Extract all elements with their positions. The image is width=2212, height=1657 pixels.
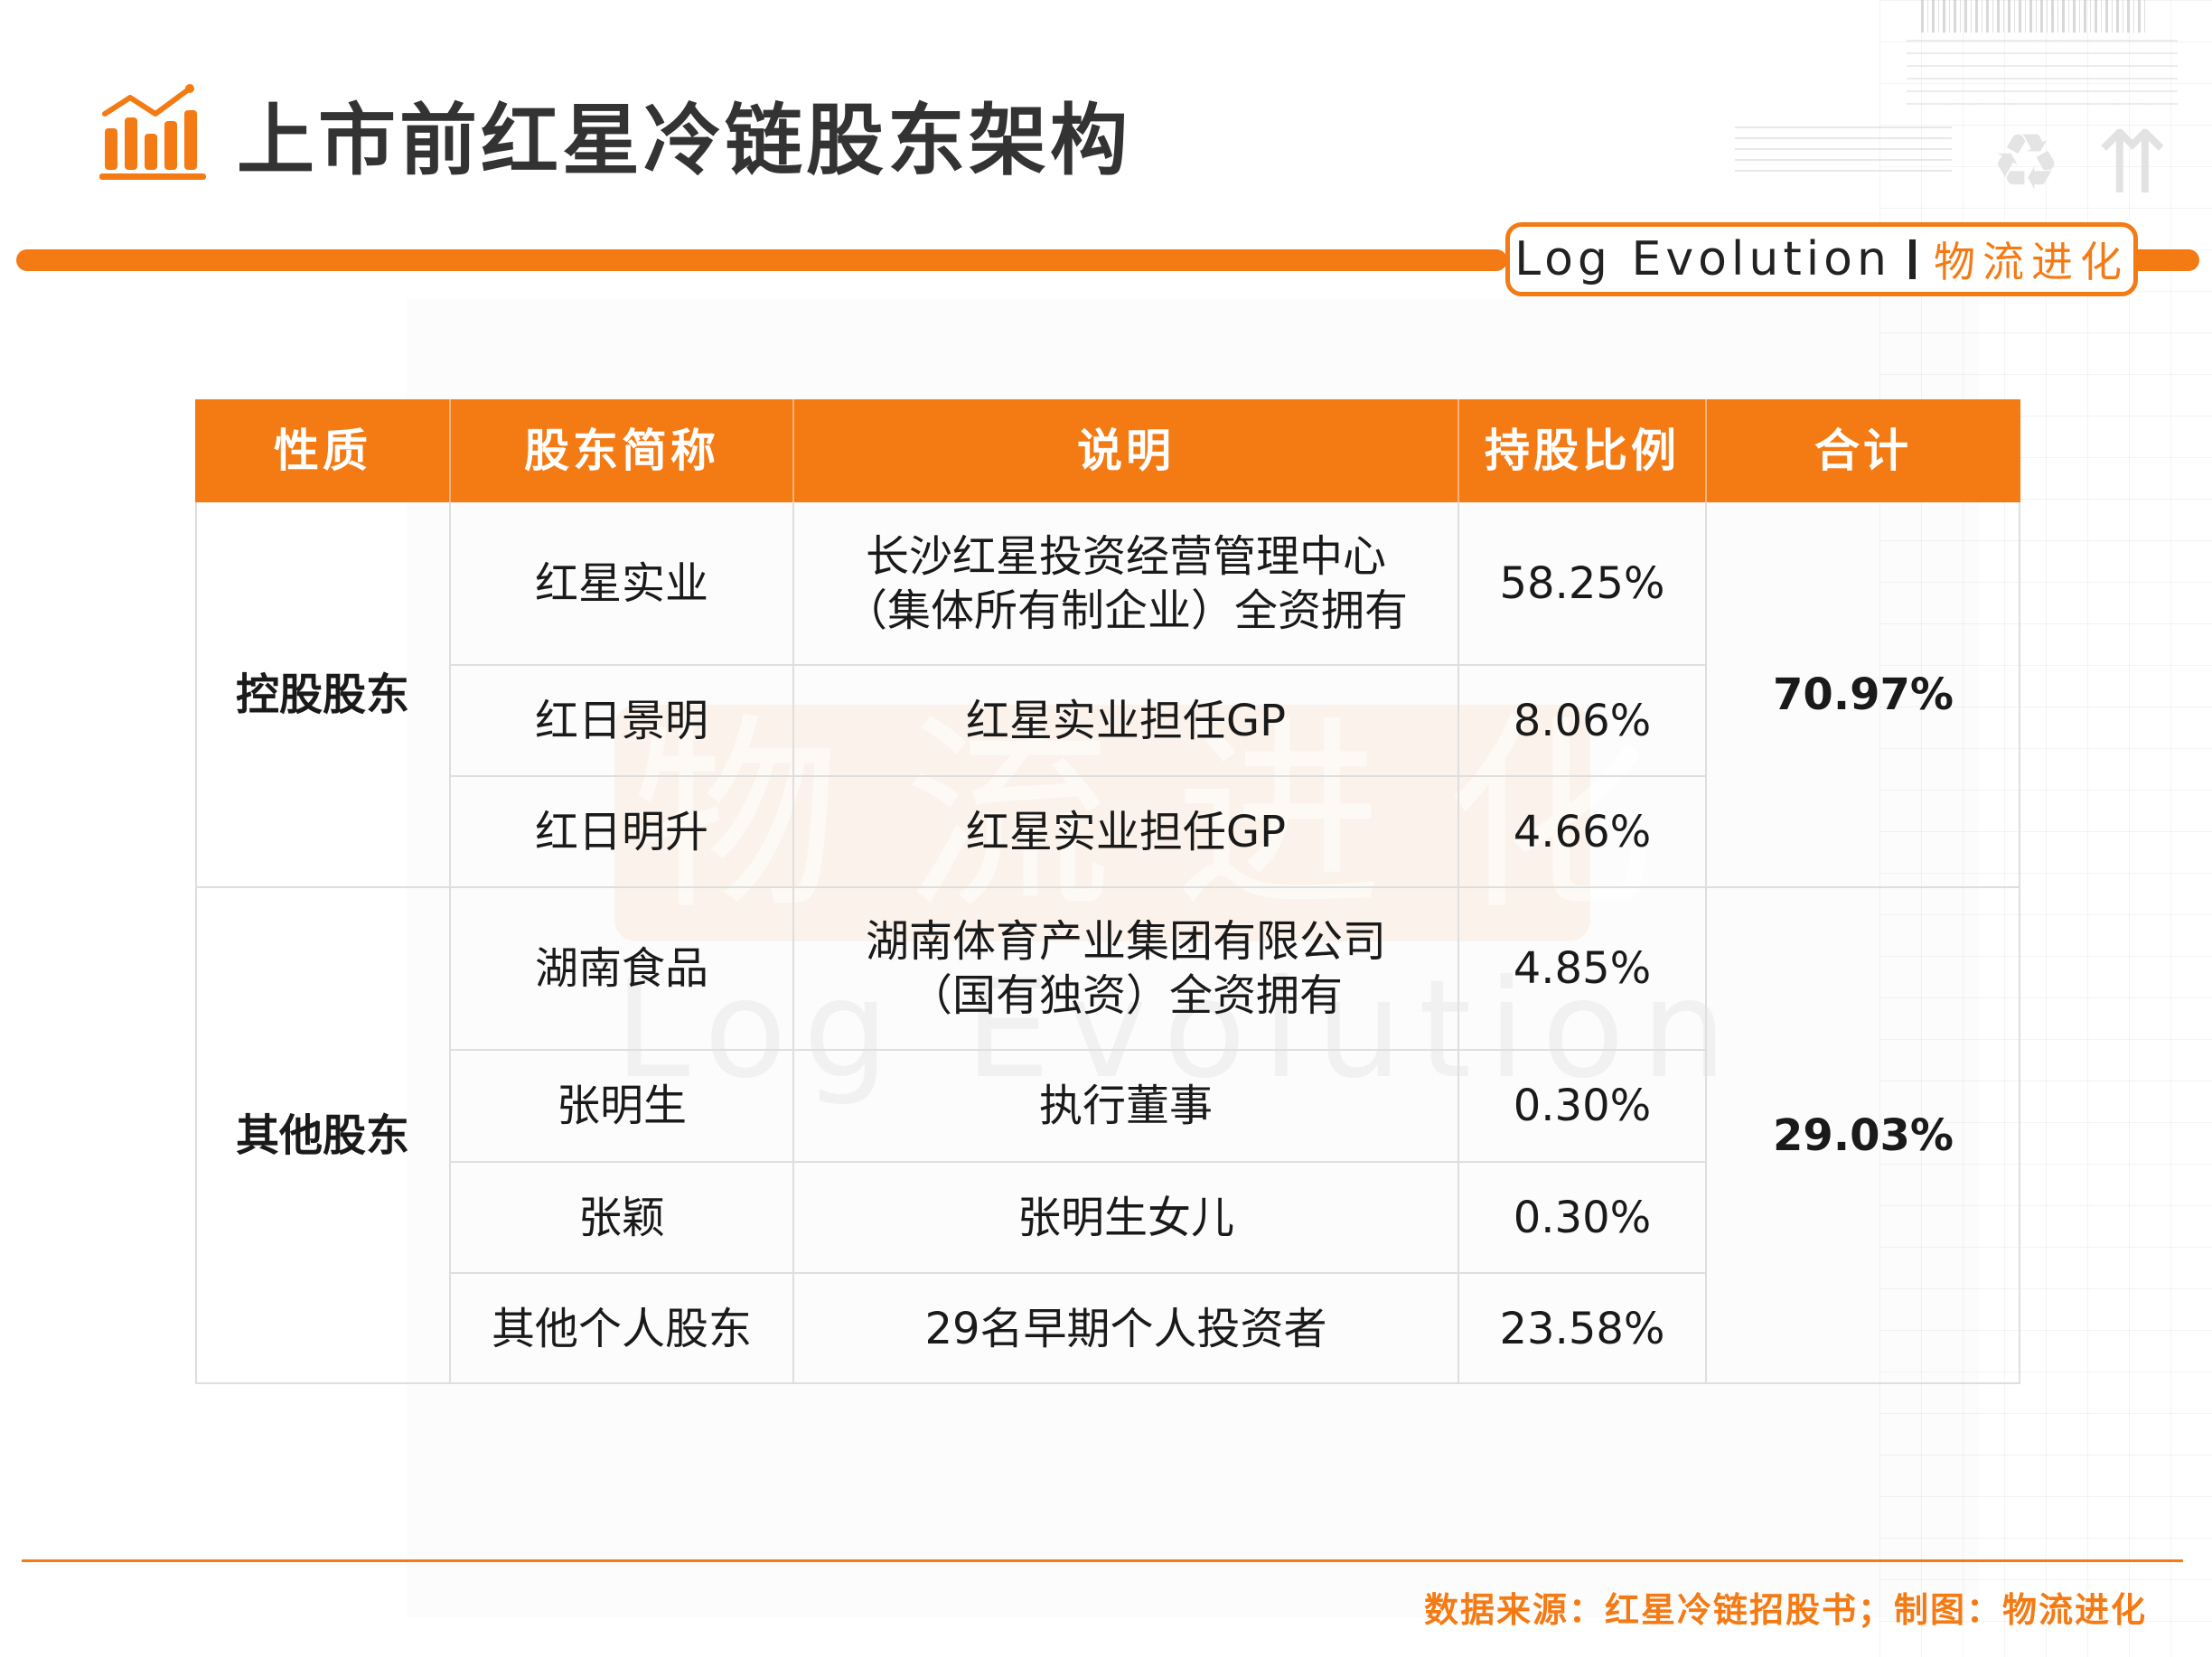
group-nature: 控股股东 (235, 669, 409, 720)
brand-name-en: Log Evolution (1514, 232, 1891, 286)
shareholder-name: 湖南食品 (534, 943, 708, 994)
header-divider (1457, 399, 1459, 502)
table-divider (449, 502, 451, 1384)
watermark-background (614, 705, 1590, 941)
description-line: （国有独资）全资拥有 (908, 970, 1343, 1021)
table-divider (792, 502, 794, 1384)
row-divider (450, 664, 1706, 666)
shareholder-name: 红日明升 (534, 806, 708, 857)
group-total: 29.03% (1773, 1110, 1954, 1161)
this-way-up-icon: ⇈ (2095, 112, 2170, 213)
shareholder-name: 张颖 (577, 1192, 665, 1243)
brand-name-cn: 物流进化 (1933, 238, 2129, 286)
shareholder-name: 其他个人股东 (491, 1303, 752, 1354)
table-divider (1457, 502, 1459, 1384)
watermark-text-en: Log Evolution (614, 958, 1727, 1102)
row-divider (450, 1272, 1706, 1274)
share-ratio: 8.06% (1513, 695, 1652, 746)
shareholder-description: 红星实业担任GP (965, 695, 1287, 746)
barcode-decoration (1921, 0, 2147, 33)
bar-chart-logo-icon (99, 84, 206, 180)
share-ratio: 0.30% (1513, 1081, 1652, 1131)
header-nature: 性质 (195, 399, 450, 502)
shareholder-name: 张明生 (556, 1081, 687, 1131)
brand-badge: Log Evolution 物流进化 (1505, 222, 2138, 296)
watermark-text-cn: 物流进化 (633, 697, 1717, 938)
share-ratio: 0.30% (1513, 1192, 1652, 1243)
table-border (195, 1382, 2020, 1384)
header-total: 合计 (1706, 399, 2020, 502)
share-ratio: 4.66% (1513, 806, 1652, 857)
share-ratio: 58.25% (1499, 558, 1665, 609)
row-divider (450, 775, 1706, 777)
header-description: 说明 (793, 399, 1458, 502)
header-shareholder: 股东简称 (450, 399, 793, 502)
header-ratio: 持股比例 (1458, 399, 1706, 502)
header-divider (792, 399, 794, 502)
group-divider (195, 886, 2020, 888)
shareholder-table: 性质 股东简称 说明 持股比例 合计 控股股东 70.97% 红星实业 长沙红星… (195, 399, 2020, 1384)
footer-divider (22, 1559, 2183, 1562)
decorative-lines (1735, 126, 1952, 181)
shareholder-description: 长沙红星投资经营管理中心 （集体所有制企业）全资拥有 (793, 502, 1458, 665)
recycle-icon: ♻ (1991, 117, 2061, 208)
header-divider-bar (16, 249, 1507, 271)
row-divider (450, 1049, 1706, 1051)
shareholder-description: 红星实业担任GP (965, 806, 1287, 857)
shareholder-name: 红星实业 (534, 558, 708, 609)
description-line: 湖南体育产业集团有限公司 (865, 916, 1386, 967)
description-line: 长沙红星投资经营管理中心 (865, 531, 1386, 582)
shareholder-description: 执行董事 (1038, 1081, 1213, 1131)
shareholder-description: 湖南体育产业集团有限公司 （国有独资）全资拥有 (793, 887, 1458, 1050)
decorative-lines (1907, 40, 2178, 112)
share-ratio: 23.58% (1499, 1303, 1665, 1354)
shareholder-description: 29名早期个人投资者 (924, 1303, 1327, 1354)
table-divider (1705, 502, 1707, 1384)
share-ratio: 4.85% (1513, 943, 1652, 994)
shareholder-description: 张明生女儿 (1017, 1192, 1234, 1243)
row-divider (450, 1161, 1706, 1163)
data-source-note: 数据来源：红星冷链招股书；制图：物流进化 (1423, 1590, 2147, 1630)
table-border (2019, 502, 2020, 1384)
header-divider (1705, 399, 1707, 502)
shareholder-name: 红日景明 (534, 695, 708, 746)
group-nature: 其他股东 (235, 1110, 409, 1161)
table-border (195, 502, 197, 1384)
group-total: 70.97% (1773, 669, 1954, 720)
brand-separator (1908, 239, 1916, 279)
header-divider (449, 399, 451, 502)
page-title: 上市前红星冷链股东架构 (237, 96, 1131, 186)
description-line: （集体所有制企业）全资拥有 (843, 585, 1408, 636)
